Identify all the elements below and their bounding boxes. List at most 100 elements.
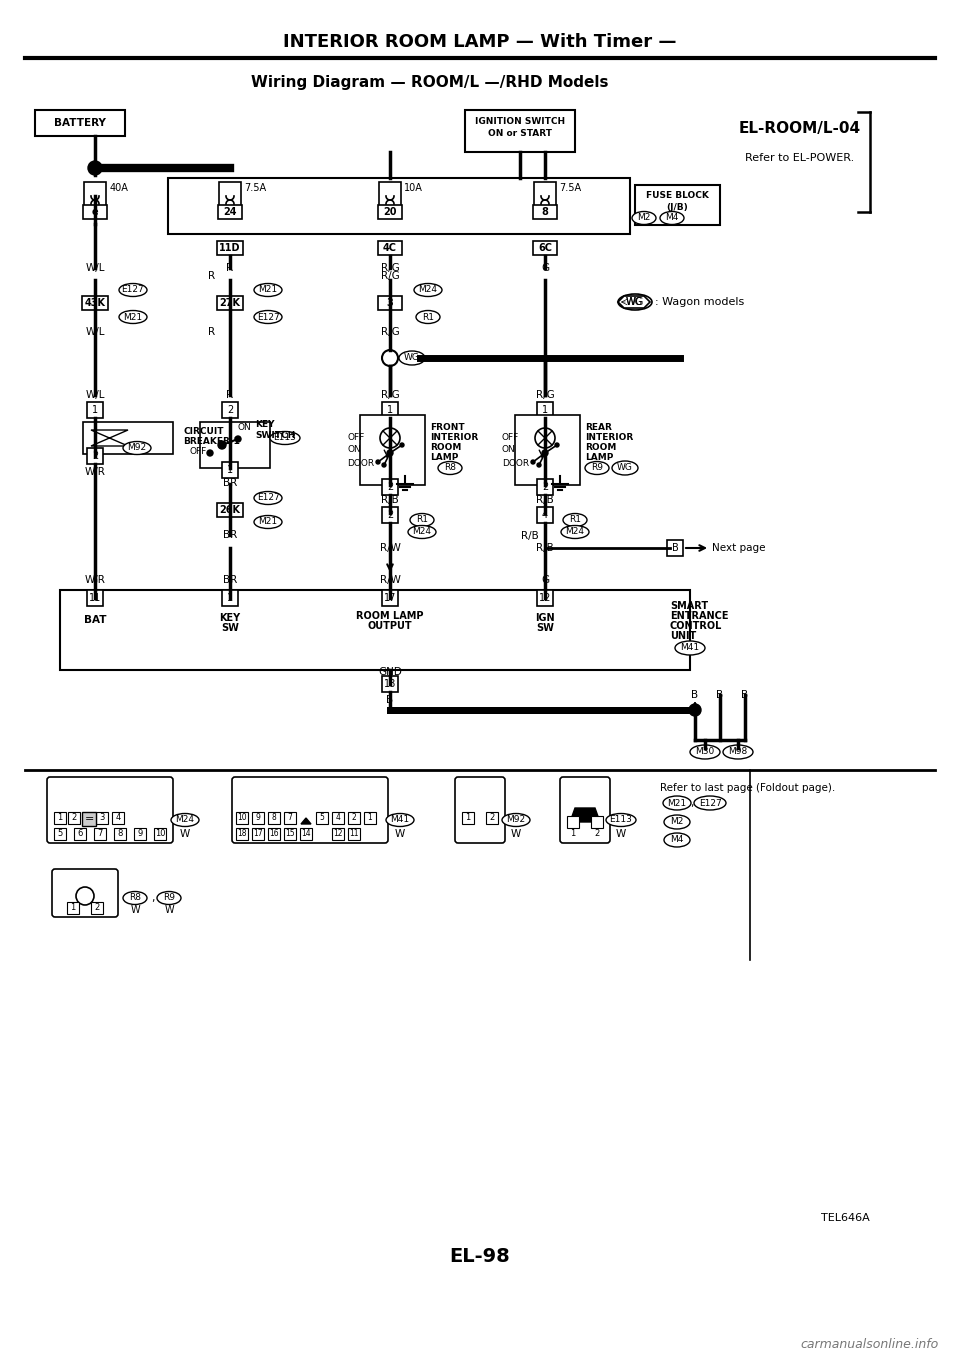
FancyBboxPatch shape [114, 828, 126, 841]
FancyBboxPatch shape [382, 589, 398, 606]
FancyBboxPatch shape [635, 185, 720, 225]
Text: 8: 8 [541, 206, 548, 217]
Text: WG: WG [617, 463, 633, 473]
FancyBboxPatch shape [47, 777, 173, 843]
Text: 2: 2 [594, 830, 600, 838]
Text: R/B: R/B [521, 531, 539, 540]
Text: 1: 1 [542, 405, 548, 416]
FancyBboxPatch shape [218, 205, 242, 219]
FancyBboxPatch shape [268, 828, 280, 841]
Ellipse shape [119, 311, 147, 323]
FancyBboxPatch shape [378, 240, 402, 255]
FancyBboxPatch shape [533, 240, 557, 255]
Text: M41: M41 [391, 816, 410, 824]
FancyBboxPatch shape [382, 507, 398, 523]
Text: 2: 2 [92, 451, 98, 460]
FancyBboxPatch shape [82, 812, 96, 826]
Circle shape [235, 436, 241, 441]
Text: IGN: IGN [535, 612, 555, 623]
Text: BR: BR [223, 478, 237, 488]
Text: LAMP: LAMP [430, 452, 458, 462]
Text: R: R [227, 390, 233, 401]
Text: 2: 2 [94, 903, 100, 913]
FancyBboxPatch shape [537, 402, 553, 418]
FancyBboxPatch shape [379, 182, 401, 219]
Text: 9: 9 [137, 830, 143, 838]
Text: WG: WG [625, 297, 642, 307]
Text: 1: 1 [466, 813, 470, 823]
Text: R: R [208, 272, 216, 281]
Text: CIRCUIT: CIRCUIT [183, 428, 224, 436]
Polygon shape [570, 808, 600, 822]
FancyBboxPatch shape [222, 402, 238, 418]
Text: SMART: SMART [670, 602, 708, 611]
Ellipse shape [410, 513, 434, 527]
Text: M24: M24 [565, 527, 585, 536]
Text: R: R [208, 327, 216, 337]
Text: 1: 1 [368, 813, 372, 823]
Text: =: = [84, 813, 94, 824]
FancyBboxPatch shape [382, 402, 398, 418]
Text: WG: WG [404, 353, 420, 363]
FancyBboxPatch shape [284, 812, 296, 824]
FancyBboxPatch shape [82, 296, 108, 310]
Text: 1: 1 [92, 405, 98, 416]
Text: WG: WG [626, 297, 644, 307]
Text: G: G [540, 263, 549, 273]
Text: BREAKER-1: BREAKER-1 [183, 437, 240, 447]
Text: M2: M2 [637, 213, 651, 223]
Text: 20: 20 [383, 206, 396, 217]
Text: ,: , [690, 799, 693, 808]
Circle shape [555, 443, 559, 447]
Circle shape [537, 463, 541, 467]
FancyBboxPatch shape [94, 828, 106, 841]
Text: 26K: 26K [220, 505, 241, 515]
Text: R/B: R/B [536, 496, 554, 505]
Text: W/L: W/L [85, 390, 105, 401]
Text: INTERIOR: INTERIOR [585, 432, 634, 441]
Text: R8: R8 [444, 463, 456, 473]
Text: 4C: 4C [383, 243, 397, 253]
Text: 2: 2 [351, 813, 356, 823]
Ellipse shape [123, 891, 147, 904]
Circle shape [382, 350, 398, 367]
Text: R/B: R/B [381, 496, 398, 505]
Text: 1: 1 [227, 464, 233, 475]
Circle shape [76, 887, 94, 904]
Text: R/G: R/G [380, 263, 399, 273]
Text: LAMP: LAMP [585, 452, 613, 462]
Text: 4: 4 [542, 511, 548, 520]
FancyBboxPatch shape [667, 540, 683, 555]
Text: 8: 8 [272, 813, 276, 823]
Text: 14: 14 [301, 830, 311, 838]
Text: E113: E113 [274, 433, 297, 443]
FancyBboxPatch shape [348, 828, 360, 841]
FancyBboxPatch shape [83, 422, 173, 454]
Text: M92: M92 [507, 816, 525, 824]
Text: W/R: W/R [84, 574, 106, 585]
FancyBboxPatch shape [348, 812, 360, 824]
Text: 18: 18 [384, 679, 396, 689]
Text: 1: 1 [227, 593, 233, 603]
FancyBboxPatch shape [537, 479, 553, 496]
Ellipse shape [585, 462, 609, 474]
Polygon shape [301, 818, 311, 824]
FancyBboxPatch shape [84, 182, 106, 219]
Text: 4: 4 [115, 813, 121, 823]
Ellipse shape [157, 891, 181, 904]
Text: M24: M24 [419, 285, 438, 295]
Ellipse shape [664, 815, 690, 828]
Text: R9: R9 [591, 463, 603, 473]
Text: 10A: 10A [404, 183, 422, 193]
Circle shape [542, 449, 548, 456]
Text: 18: 18 [237, 830, 247, 838]
Text: W/R: W/R [84, 467, 106, 477]
FancyBboxPatch shape [537, 507, 553, 523]
Text: OFF: OFF [347, 432, 364, 441]
Text: M21: M21 [258, 285, 277, 295]
Ellipse shape [119, 284, 147, 296]
Text: INTERIOR ROOM LAMP — With Timer —: INTERIOR ROOM LAMP — With Timer — [283, 33, 677, 52]
Text: M4: M4 [670, 835, 684, 845]
Text: 8: 8 [117, 830, 123, 838]
Ellipse shape [563, 513, 587, 527]
